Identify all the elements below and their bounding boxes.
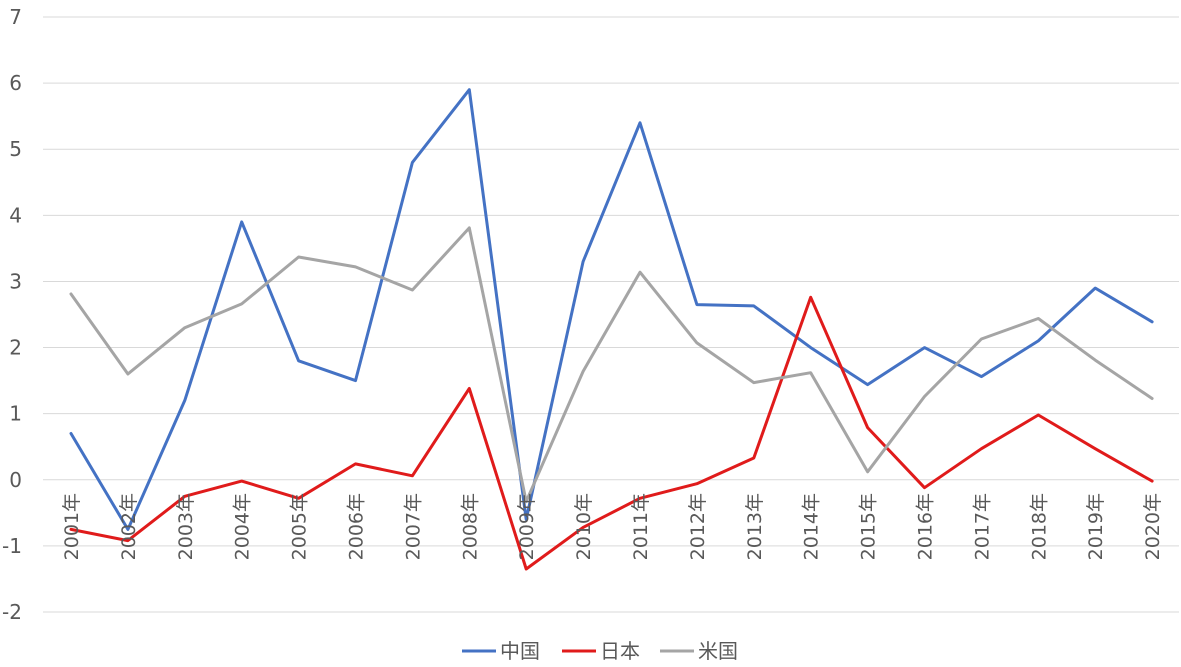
y-tick-label: 0 — [9, 468, 22, 492]
legend: 中国 日本 米国 — [462, 639, 738, 663]
x-tick-label: 2001年 — [61, 493, 83, 560]
x-tick-label: 2006年 — [346, 493, 368, 560]
gridlines — [43, 16, 1179, 613]
x-tick-label: 2005年 — [289, 493, 311, 560]
x-tick-label: 2018年 — [1028, 493, 1050, 560]
x-tick-label: 2009年 — [516, 493, 538, 560]
y-tick-label: 7 — [9, 5, 22, 29]
x-tick-label: 2008年 — [459, 493, 481, 560]
x-tick-label: 2015年 — [858, 493, 880, 560]
x-axis-ticks: 2001年 2002年 2003年 2004年 2005年 2006年 2007年 2008年… — [61, 493, 1164, 560]
series-line-2 — [69, 295, 1154, 571]
x-tick-label: 2004年 — [232, 493, 254, 560]
x-tick-label: 2002年 — [118, 493, 140, 560]
x-tick-label: 2007年 — [402, 493, 424, 560]
y-tick-label: 6 — [9, 71, 22, 95]
x-tick-label: 2003年 — [175, 493, 197, 560]
x-tick-label: 2016年 — [915, 493, 937, 560]
x-tick-label: 2010年 — [573, 493, 595, 560]
y-tick-label: 4 — [9, 203, 22, 227]
x-tick-label: 2020年 — [1142, 493, 1164, 560]
x-tick-label: 2014年 — [801, 493, 823, 560]
legend-label: 米国 — [698, 639, 738, 663]
x-tick-label: 2013年 — [744, 493, 766, 560]
y-tick-label: -2 — [2, 600, 22, 624]
y-tick-label: 1 — [9, 402, 22, 426]
x-tick-label: 2011年 — [630, 493, 652, 560]
y-tick-label: 3 — [9, 269, 22, 293]
x-tick-label: 2012年 — [687, 493, 709, 560]
legend-label: 中国 — [500, 639, 540, 663]
series-line-1 — [69, 88, 1154, 531]
x-tick-label: 2017年 — [971, 493, 993, 560]
y-axis-ticks: -2 -1 0 1 2 3 4 5 6 7 — [2, 5, 22, 624]
series-line-3 — [69, 226, 1154, 504]
series-lines — [69, 88, 1154, 571]
y-tick-label: -1 — [2, 534, 22, 558]
x-tick-label: 2019年 — [1085, 493, 1107, 560]
y-tick-label: 2 — [9, 336, 22, 360]
legend-label: 日本 — [600, 639, 640, 663]
y-tick-label: 5 — [9, 137, 22, 161]
